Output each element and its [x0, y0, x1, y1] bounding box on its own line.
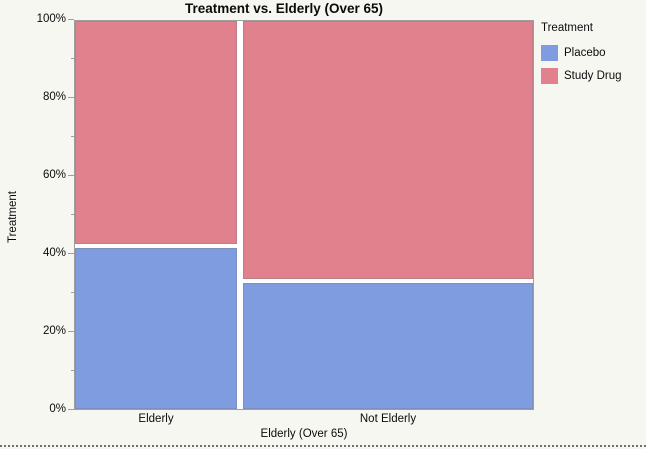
- mosaic-column-not-elderly: [243, 21, 533, 409]
- plot-area: [74, 20, 534, 410]
- y-axis-tick-label: 60%: [42, 169, 66, 181]
- segment-placebo-elderly[interactable]: [75, 248, 237, 409]
- segment-study-drug-elderly[interactable]: [75, 21, 237, 245]
- y-axis-tick-label: 80%: [42, 91, 66, 103]
- y-axis-minor-tick: [71, 214, 74, 215]
- legend-item-label: Placebo: [564, 47, 606, 59]
- mosaic-column-elderly: [75, 21, 237, 409]
- y-axis-major-tick: [68, 409, 74, 410]
- legend-items: Placebo Study Drug: [541, 45, 641, 84]
- legend: Treatment Placebo Study Drug: [541, 22, 641, 91]
- legend-swatch-placebo: [541, 45, 558, 61]
- y-axis-major-tick: [68, 331, 74, 332]
- x-axis-title: Elderly (Over 65): [260, 428, 348, 440]
- legend-item-label: Study Drug: [564, 70, 622, 82]
- y-axis-minor-tick: [71, 58, 74, 59]
- category-label-not-elderly: Not Elderly: [359, 413, 417, 425]
- y-axis-major-tick: [68, 19, 74, 20]
- y-axis-tick-label: 20%: [42, 325, 66, 337]
- bottom-dotted-divider: [0, 445, 646, 447]
- y-axis-major-tick: [68, 253, 74, 254]
- y-axis-minor-tick: [71, 292, 74, 293]
- y-axis-minor-tick: [71, 370, 74, 371]
- y-axis-tick-label: 40%: [42, 247, 66, 259]
- legend-item-placebo[interactable]: Placebo: [541, 45, 641, 61]
- y-axis-major-tick: [68, 97, 74, 98]
- category-label-elderly: Elderly: [138, 413, 174, 425]
- legend-swatch-study-drug: [541, 68, 558, 84]
- legend-title: Treatment: [541, 22, 593, 34]
- y-axis-tick-label: 100%: [36, 13, 66, 25]
- chart-title: Treatment vs. Elderly (Over 65): [184, 1, 384, 16]
- segment-placebo-not-elderly[interactable]: [243, 282, 533, 409]
- legend-item-study-drug[interactable]: Study Drug: [541, 68, 641, 84]
- y-axis-tick-label: 0%: [49, 403, 66, 415]
- y-axis-title: Treatment: [7, 191, 19, 243]
- segment-study-drug-not-elderly[interactable]: [243, 21, 533, 279]
- y-axis-major-tick: [68, 175, 74, 176]
- y-axis-minor-tick: [71, 136, 74, 137]
